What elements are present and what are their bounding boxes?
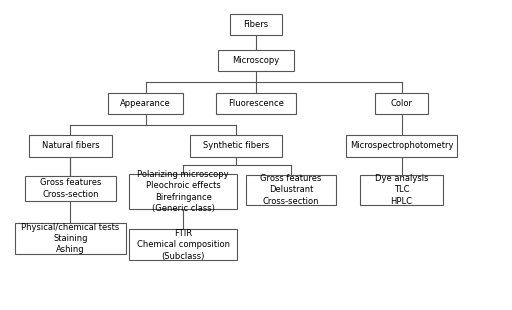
Text: Microspectrophotometry: Microspectrophotometry <box>350 141 453 150</box>
FancyBboxPatch shape <box>130 174 237 209</box>
FancyBboxPatch shape <box>360 175 443 205</box>
Text: Gross features
Delustrant
Cross-section: Gross features Delustrant Cross-section <box>261 174 322 206</box>
FancyBboxPatch shape <box>130 229 237 260</box>
FancyBboxPatch shape <box>218 50 294 72</box>
Text: Appearance: Appearance <box>120 99 171 108</box>
Text: Fibers: Fibers <box>243 20 269 29</box>
Text: FTIR
Chemical composition
(Subclass): FTIR Chemical composition (Subclass) <box>137 229 230 261</box>
FancyBboxPatch shape <box>108 93 183 114</box>
Text: Color: Color <box>391 99 413 108</box>
FancyBboxPatch shape <box>230 14 282 35</box>
FancyBboxPatch shape <box>246 175 336 205</box>
Text: Microscopy: Microscopy <box>232 56 280 65</box>
FancyBboxPatch shape <box>15 224 125 254</box>
Text: Fluorescence: Fluorescence <box>228 99 284 108</box>
Text: Dye analysis
TLC
HPLC: Dye analysis TLC HPLC <box>375 174 428 206</box>
FancyBboxPatch shape <box>25 175 116 201</box>
FancyBboxPatch shape <box>189 135 282 157</box>
FancyBboxPatch shape <box>216 93 296 114</box>
FancyBboxPatch shape <box>375 93 428 114</box>
Text: Gross features
Cross-section: Gross features Cross-section <box>39 178 101 199</box>
Text: Physical/chemical tests
Staining
Ashing: Physical/chemical tests Staining Ashing <box>21 223 119 255</box>
FancyBboxPatch shape <box>346 135 457 157</box>
Text: Natural fibers: Natural fibers <box>41 141 99 150</box>
Text: Polarizing microscopy
Pleochroic effects
Birefringance
(Generic class): Polarizing microscopy Pleochroic effects… <box>137 170 229 213</box>
Text: Synthetic fibers: Synthetic fibers <box>203 141 269 150</box>
FancyBboxPatch shape <box>29 135 112 157</box>
